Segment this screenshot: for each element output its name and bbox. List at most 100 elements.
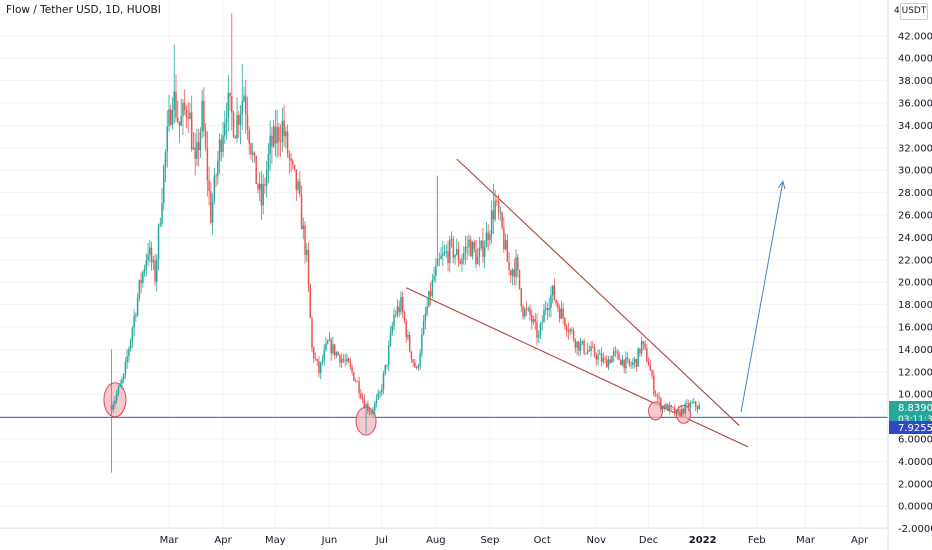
candle-body [560, 308, 563, 319]
candle-body [161, 203, 163, 224]
candle-body [353, 372, 355, 381]
candle-body [588, 350, 591, 352]
candle-body [220, 139, 223, 153]
time-tick-label: Jul [375, 535, 388, 546]
candle-body [243, 95, 245, 102]
candle-body [337, 352, 339, 356]
candle-body [618, 352, 620, 360]
candle-body [675, 409, 678, 414]
candle-body [518, 269, 521, 289]
time-axis[interactable]: Mar Apr May Jun Jul Aug Sep Oct Nov Dec 2022 Feb Mar… [160, 535, 870, 546]
candle-body [271, 135, 273, 147]
candle-body [551, 285, 554, 296]
candle-body [295, 169, 298, 190]
candle-body [654, 393, 657, 396]
price-tick-label: 34.0000 [898, 121, 932, 132]
candle-body [251, 152, 254, 155]
candle-body [232, 112, 235, 137]
candle-body [196, 142, 198, 159]
candle-body [614, 351, 617, 353]
candle-body [231, 96, 233, 113]
candle-body [661, 405, 664, 410]
candle-body [145, 260, 148, 269]
candle-body [442, 253, 444, 256]
candle-body [182, 102, 184, 117]
support-level-badge [889, 421, 932, 434]
candle-body [143, 268, 146, 272]
price-tick-label: 36.0000 [898, 99, 932, 110]
price-tick-label: 4.0000 [898, 457, 932, 468]
candle-body [140, 279, 142, 284]
candle-body [328, 339, 331, 341]
candle-body [351, 366, 353, 373]
candle-body [565, 326, 568, 331]
candle-body [178, 121, 181, 126]
candle-body [621, 359, 624, 365]
candle-body [363, 399, 366, 408]
candle-body [557, 303, 559, 309]
candle-body [401, 296, 404, 312]
candle-body [204, 130, 207, 148]
candle-body [248, 129, 250, 144]
candle-body [152, 260, 155, 263]
candle-body [384, 365, 387, 374]
candle-body [258, 183, 261, 190]
candle-body [508, 261, 510, 271]
candle-body [154, 260, 156, 282]
candle-body [138, 279, 141, 298]
currency-label: USDT [901, 6, 927, 16]
candle-body [192, 147, 195, 150]
price-tick-label: 18.0000 [898, 300, 932, 311]
candle-body [208, 180, 210, 192]
candle-body [469, 239, 472, 257]
price-tick-label: 12.0000 [898, 367, 932, 378]
candle-body [119, 383, 121, 387]
candle-body [410, 351, 413, 360]
candle-body [225, 118, 228, 124]
candle-body [677, 409, 679, 412]
candles [110, 13, 700, 473]
candle-body [567, 330, 570, 332]
candle-body [135, 315, 137, 317]
price-tick-label: 2.0000 [898, 479, 932, 490]
candle-body [360, 393, 362, 398]
candle-body [515, 257, 517, 277]
candle-body [133, 316, 135, 329]
candle-body [265, 170, 268, 186]
candle-body [501, 212, 503, 228]
time-tick-label: May [265, 535, 286, 546]
candle-body [332, 344, 334, 354]
candle-body [414, 362, 416, 368]
candle-body [628, 359, 631, 365]
candle-body [642, 341, 645, 344]
candle-body [236, 115, 238, 139]
candle-body [405, 321, 407, 338]
candle-body [667, 404, 669, 411]
projection-arrow[interactable] [740, 181, 784, 413]
candle-body [647, 361, 650, 366]
candle-body [593, 347, 596, 356]
currency-button[interactable]: 4 USDT [894, 3, 928, 20]
candle-body [429, 291, 432, 296]
candle-body [285, 131, 287, 137]
candle-body [197, 142, 200, 151]
price-axis[interactable]: -2.00000.00002.00004.00006.00008.000010.… [898, 31, 932, 535]
candle-body [586, 350, 589, 354]
upper-trendline[interactable] [456, 158, 740, 426]
time-tick-label: Jun [321, 535, 338, 546]
candle-body [611, 356, 613, 363]
candle-body [496, 200, 498, 202]
candle-body [592, 346, 594, 348]
candle-body [166, 126, 169, 152]
candle-body [421, 334, 423, 354]
candle-body [452, 238, 455, 258]
candle-body [668, 405, 671, 411]
candle-body [539, 323, 542, 336]
candle-body [173, 91, 175, 110]
candle-body [599, 353, 601, 355]
lower-trendline[interactable] [405, 287, 749, 448]
candle-body [117, 386, 120, 395]
candle-body [358, 381, 360, 394]
candle-body [299, 181, 301, 195]
